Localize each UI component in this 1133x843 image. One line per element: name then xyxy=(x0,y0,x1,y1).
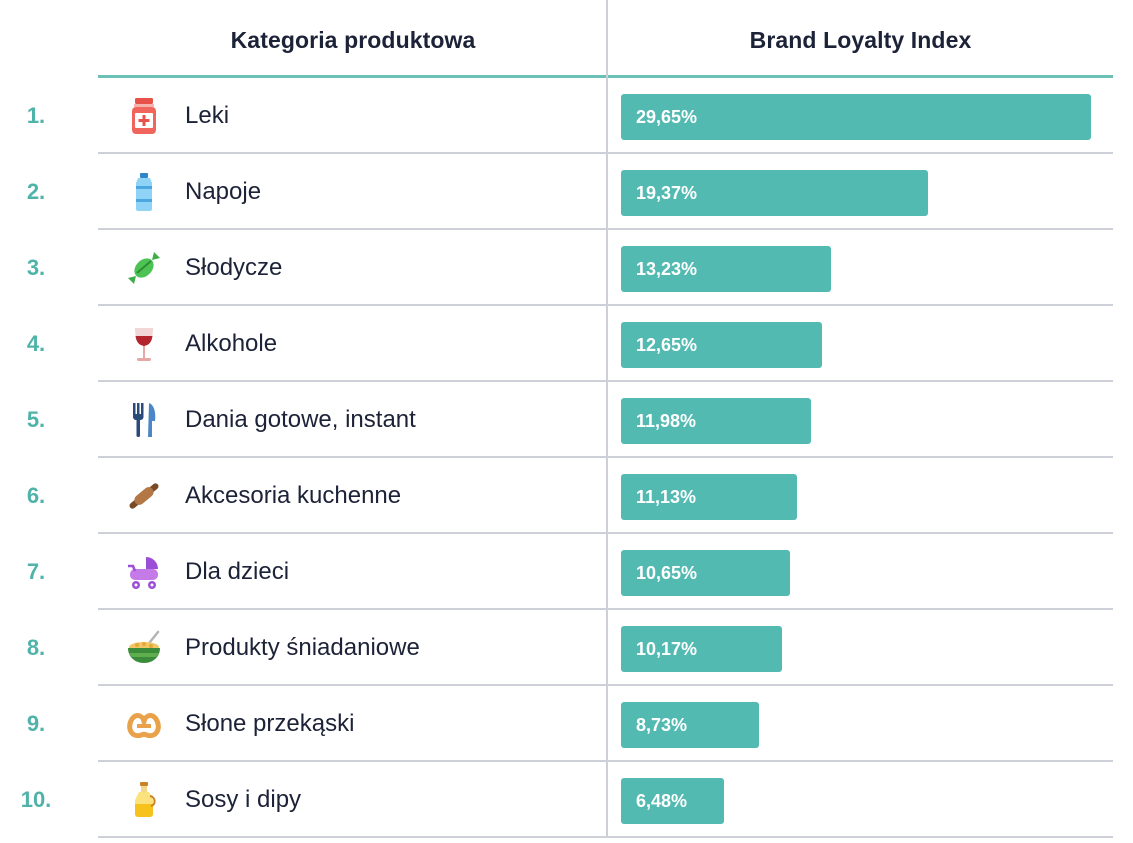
table-row: 2. Napoje 19,37% xyxy=(0,154,1133,230)
rolling-pin-icon xyxy=(124,476,164,516)
pretzel-icon xyxy=(124,704,164,744)
rank-label: 9. xyxy=(26,711,46,736)
row-divider xyxy=(98,228,1113,230)
category-label: Leki xyxy=(185,102,230,129)
baby-stroller-icon xyxy=(124,552,164,592)
table-row: 8. Produkty śniadaniowe 10,17% xyxy=(0,610,1133,686)
column-header-category: Kategoria produktowa xyxy=(230,27,476,53)
value-bar: 13,23% xyxy=(621,246,831,292)
fork-knife-icon xyxy=(124,400,164,440)
rank-label: 1. xyxy=(26,103,46,128)
value-label: 10,65% xyxy=(636,563,698,583)
table-row: 10. Sosy i dipy 6,48% xyxy=(0,762,1133,838)
value-bar: 29,65% xyxy=(621,94,1091,140)
column-divider xyxy=(606,0,608,838)
table-row: 1. Leki 29,65% xyxy=(0,78,1133,154)
value-label: 12,65% xyxy=(636,335,698,355)
row-divider xyxy=(98,380,1113,382)
cereal-bowl-icon xyxy=(124,628,164,668)
rank-label: 2. xyxy=(26,179,46,204)
value-bar: 12,65% xyxy=(621,322,822,368)
table-row: 9. Słone przekąski 8,73% xyxy=(0,686,1133,762)
category-label: Akcesoria kuchenne xyxy=(185,482,402,509)
row-divider xyxy=(98,760,1113,762)
value-bar: 19,37% xyxy=(621,170,928,216)
category-label: Alkohole xyxy=(185,330,278,357)
row-divider xyxy=(98,836,1113,838)
rank-label: 3. xyxy=(26,255,46,280)
category-label: Słone przekąski xyxy=(185,710,355,737)
rank-label: 6. xyxy=(26,483,46,508)
value-label: 10,17% xyxy=(636,639,698,659)
column-header-value: Brand Loyalty Index xyxy=(749,27,972,53)
rank-label: 5. xyxy=(26,407,46,432)
value-label: 8,73% xyxy=(636,715,688,735)
wine-glass-icon xyxy=(124,324,164,364)
value-bar: 10,17% xyxy=(621,626,782,672)
value-bar: 11,98% xyxy=(621,398,811,444)
medicine-bottle-icon xyxy=(124,96,164,136)
category-label: Dla dzieci xyxy=(185,558,290,585)
value-bar: 11,13% xyxy=(621,474,797,520)
row-divider xyxy=(98,456,1113,458)
rank-label: 7. xyxy=(26,559,46,584)
sauce-bottle-icon xyxy=(124,780,164,820)
value-label: 11,98% xyxy=(636,411,697,431)
value-label: 6,48% xyxy=(636,791,688,811)
header-divider xyxy=(98,75,1113,78)
candy-icon xyxy=(124,248,164,288)
value-label: 19,37% xyxy=(636,183,698,203)
value-label: 13,23% xyxy=(636,259,698,279)
table-row: 7. Dla dzieci 10,65% xyxy=(0,534,1133,610)
value-label: 29,65% xyxy=(636,107,698,127)
table-row: 6. Akcesoria kuchenne 11,13% xyxy=(0,458,1133,534)
table-row: 3. Słodycze 13,23% xyxy=(0,230,1133,306)
row-divider xyxy=(98,684,1113,686)
row-divider xyxy=(98,304,1113,306)
rank-label: 4. xyxy=(26,331,46,356)
water-bottle-icon xyxy=(124,172,164,212)
table-row: 5. Dania gotowe, instant 11,98% xyxy=(0,382,1133,458)
category-label: Dania gotowe, instant xyxy=(185,406,416,433)
category-label: Produkty śniadaniowe xyxy=(185,634,420,661)
rank-label: 10. xyxy=(20,787,52,812)
row-divider xyxy=(98,152,1113,154)
category-label: Sosy i dipy xyxy=(185,786,302,813)
row-divider xyxy=(98,608,1113,610)
value-label: 11,13% xyxy=(636,487,697,507)
value-bar: 6,48% xyxy=(621,778,724,824)
category-label: Napoje xyxy=(185,178,262,205)
category-label: Słodycze xyxy=(185,254,283,281)
table-row: 4. Alkohole 12,65% xyxy=(0,306,1133,382)
rank-label: 8. xyxy=(26,635,46,660)
row-divider xyxy=(98,532,1113,534)
value-bar: 8,73% xyxy=(621,702,759,748)
value-bar: 10,65% xyxy=(621,550,790,596)
